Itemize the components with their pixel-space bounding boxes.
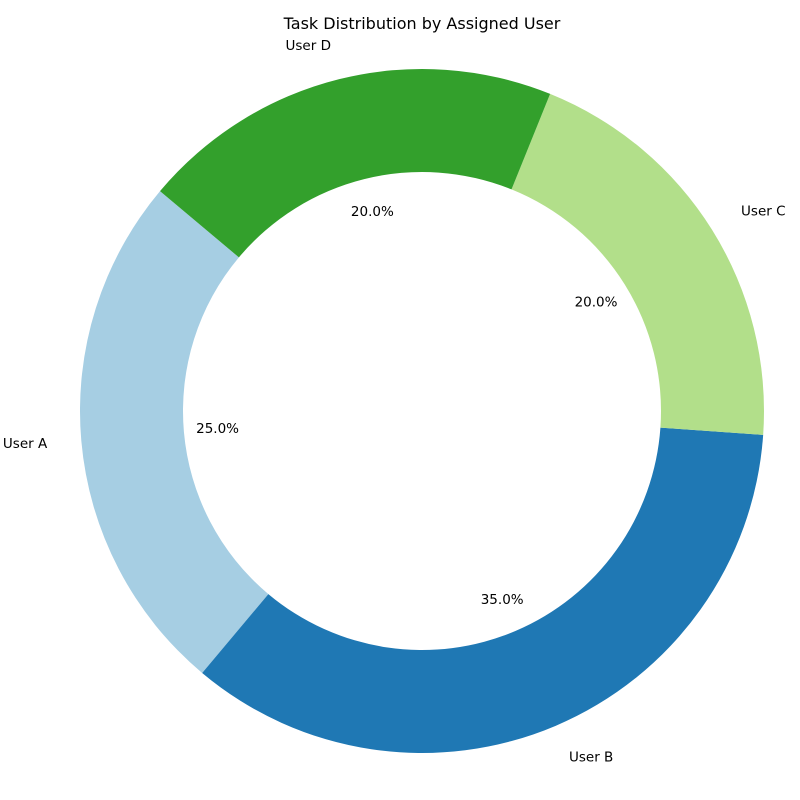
percentage-label-user-a: 25.0% — [196, 421, 239, 437]
percentage-label-user-d: 20.0% — [351, 204, 394, 220]
donut-slice-user-c — [511, 93, 764, 435]
percentage-label-user-b: 35.0% — [481, 592, 524, 608]
percentage-labels: 25.0% 35.0% 20.0% 20.0% — [196, 204, 617, 608]
donut-slice-user-a — [79, 191, 269, 673]
slice-labels: User A User B User C User D — [3, 38, 786, 765]
donut-slices — [79, 68, 764, 754]
slice-label-user-a: User A — [3, 436, 48, 452]
slice-label-user-c: User C — [741, 204, 786, 220]
slice-label-user-d: User D — [286, 38, 331, 54]
percentage-label-user-c: 20.0% — [575, 294, 618, 310]
donut-slice-user-b — [202, 427, 764, 754]
chart-title: Task Distribution by Assigned User — [283, 14, 561, 33]
donut-slice-user-d — [160, 68, 551, 258]
slice-label-user-b: User B — [569, 749, 613, 765]
